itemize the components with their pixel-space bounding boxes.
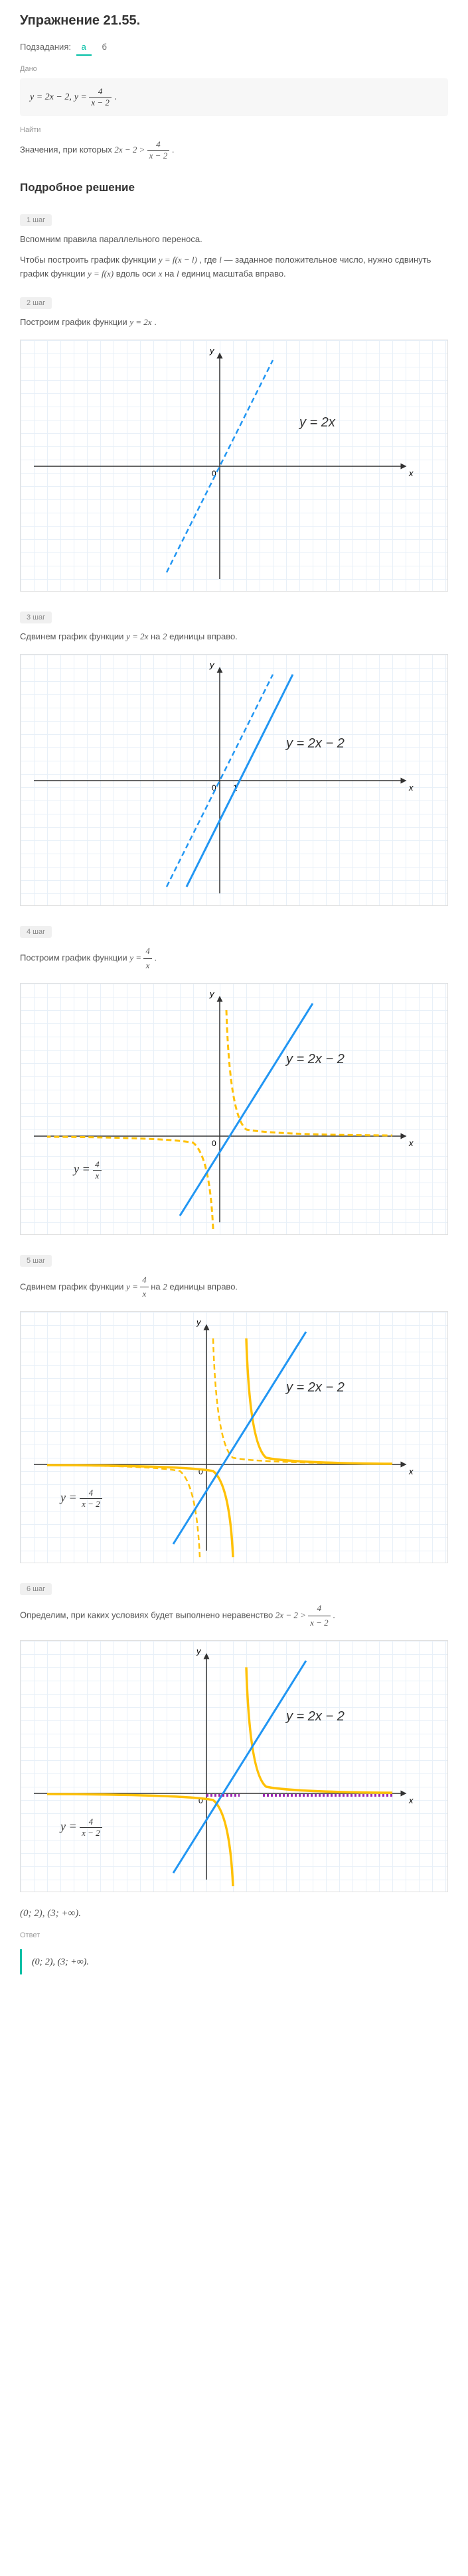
- graph-step-2: x y 0 y = 2x: [20, 340, 448, 592]
- graph-step-6: x y 0 y = 2x − 2 y = 4 x − 2: [20, 1640, 448, 1892]
- step-5-badge: 5 шаг: [20, 1255, 52, 1267]
- step-1-text2: Чтобы построить график функции y = f(x −…: [20, 253, 448, 281]
- given-box: y = 2x − 2, y = 4 x − 2 .: [20, 78, 448, 116]
- exercise-title: Упражнение 21.55.: [20, 13, 448, 29]
- step-2-text: Построим график функции y = 2x .: [20, 316, 448, 330]
- given-formula-y: y =: [74, 92, 90, 102]
- svg-text:y = 2x − 2: y = 2x − 2: [285, 1052, 345, 1066]
- svg-text:x: x: [408, 1466, 414, 1476]
- graph-step-5: x y 0 y = 2x − 2 y = 4 x − 2: [20, 1311, 448, 1563]
- svg-text:y = 2x − 2: y = 2x − 2: [285, 1709, 345, 1724]
- svg-text:y = 2x: y = 2x: [298, 415, 336, 430]
- step-1-badge: 1 шаг: [20, 214, 52, 226]
- svg-text:x: x: [408, 468, 414, 478]
- answer-box: (0; 2), (3; +∞).: [20, 1949, 448, 1974]
- subtasks-row: Подзадания: а б: [20, 42, 448, 52]
- find-text: Значения, при которых 2x − 2 > 4 x − 2 .: [20, 139, 448, 161]
- graph-svg-4: x y 0 y = 2x − 2: [21, 984, 419, 1236]
- svg-text:y: y: [209, 346, 215, 355]
- step-4-badge: 4 шаг: [20, 926, 52, 938]
- svg-text:y: y: [209, 989, 215, 999]
- find-label: Найти: [20, 126, 448, 134]
- step-4-text: Построим график функции y = 4 x .: [20, 944, 448, 973]
- answer-label: Ответ: [20, 1931, 448, 1939]
- graph-step-4: x y 0 y = 2x − 2 y = 4 x: [20, 983, 448, 1235]
- graph-svg-3: x y 0 1 y = 2x − 2: [21, 655, 419, 907]
- svg-text:y = 2x − 2: y = 2x − 2: [285, 736, 345, 751]
- step-1-text1: Вспомним правила параллельного переноса.: [20, 233, 448, 247]
- given-fraction: 4 x − 2: [89, 86, 112, 108]
- solution-heading: Подробное решение: [20, 181, 448, 194]
- svg-text:0: 0: [212, 1139, 216, 1148]
- svg-text:y = 2x − 2: y = 2x − 2: [285, 1380, 345, 1395]
- find-fraction: 4 x − 2: [147, 139, 170, 161]
- graph-svg-5: x y 0 y = 2x − 2: [21, 1312, 419, 1564]
- given-label: Дано: [20, 65, 448, 73]
- svg-text:x: x: [408, 783, 414, 793]
- step-6-result: (0; 2), (3; +∞).: [20, 1905, 448, 1921]
- graph-4-side-label: y = 4 x: [74, 1159, 102, 1181]
- step-5-text: Сдвинем график функции y = 4 x на 2 един…: [20, 1273, 448, 1302]
- graph-svg-2: x y 0 y = 2x: [21, 340, 419, 592]
- graph-6-side-label: y = 4 x − 2: [60, 1817, 102, 1838]
- step-3-badge: 3 шаг: [20, 612, 52, 623]
- given-formula-left: y = 2x − 2,: [30, 92, 72, 102]
- svg-text:x: x: [408, 1795, 414, 1805]
- subtask-b[interactable]: б: [96, 39, 112, 54]
- step-3-text: Сдвинем график функции y = 2x на 2 едини…: [20, 630, 448, 644]
- svg-text:y: y: [196, 1317, 202, 1327]
- svg-text:y: y: [196, 1646, 202, 1656]
- svg-text:y: y: [209, 660, 215, 670]
- graph-svg-6: x y 0 y = 2x − 2: [21, 1641, 419, 1893]
- step-6-text: Определим, при каких условиях будет выпо…: [20, 1602, 448, 1630]
- svg-text:x: x: [408, 1138, 414, 1148]
- step-2-badge: 2 шаг: [20, 297, 52, 309]
- graph-5-side-label: y = 4 x − 2: [60, 1488, 102, 1510]
- subtask-a[interactable]: а: [76, 39, 92, 56]
- graph-step-3: x y 0 1 y = 2x − 2: [20, 654, 448, 906]
- answer-text: (0; 2), (3; +∞).: [32, 1957, 89, 1967]
- subtasks-label: Подзадания:: [20, 42, 71, 52]
- step-6-badge: 6 шаг: [20, 1583, 52, 1595]
